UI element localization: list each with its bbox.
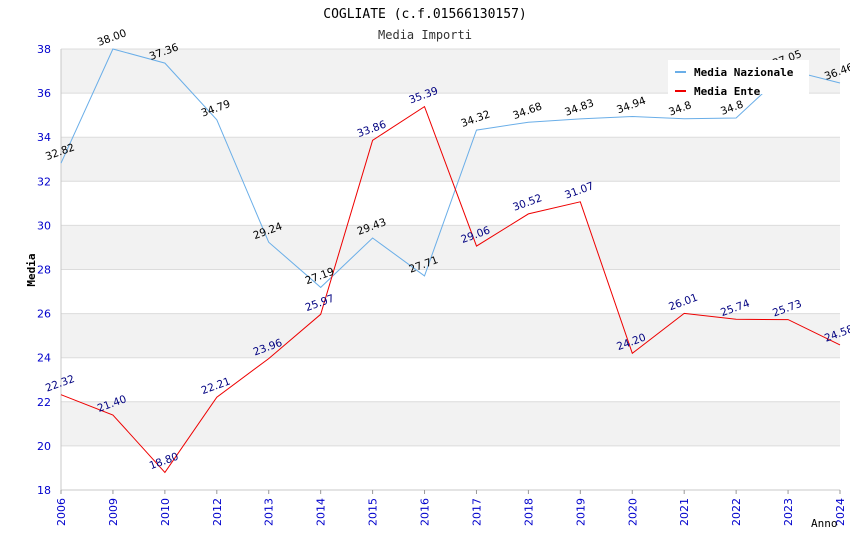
y-tick-label: 26 [37,308,51,321]
y-tick-label: 38 [37,43,51,56]
data-label: 34.79 [200,98,232,120]
x-tick-label: 2021 [678,498,691,526]
y-tick-label: 28 [37,264,51,277]
series-lines [60,48,841,474]
y-tick-label: 18 [37,484,51,497]
x-tick-label: 2006 [55,498,68,526]
y-tick-label: 30 [37,219,51,232]
data-label: 31.07 [563,180,595,202]
data-label: 38.00 [96,27,128,49]
gridlines [61,48,840,491]
x-tick-label: 2009 [107,498,120,526]
plot-band [61,137,840,182]
data-label: 30.52 [511,192,543,214]
data-label: 34.68 [511,100,543,122]
data-label: 18.80 [148,451,180,473]
x-tick-label: 2023 [782,498,795,526]
data-label: 34.32 [459,108,491,130]
plot-band [61,401,840,446]
plot-bands [61,49,840,446]
series-line-media-ente [60,105,841,474]
y-tick-label: 20 [37,440,51,453]
x-tick-label: 2012 [211,498,224,526]
y-tick-label: 34 [37,131,51,144]
data-label: 34.8 [667,99,693,118]
y-axis-label: Media [25,253,38,286]
data-label: 34.94 [615,95,648,117]
chart-title: COGLIATE (c.f.01566130157) [323,7,527,22]
data-label: 22.32 [44,373,76,395]
y-axis-ticks: 18 20 22 24 26 28 30 32 34 36 38 [37,43,51,497]
data-label: 25.97 [304,293,336,315]
x-tick-label: 2017 [470,498,483,526]
legend-label: Media Nazionale [694,66,794,79]
y-tick-label: 36 [37,87,51,100]
x-axis-label: Anno [811,517,838,530]
x-tick-label: 2016 [419,498,432,526]
x-axis-ticks: 2006 2009 2010 2012 2013 2014 2015 2016 2017 2018… [55,490,847,526]
data-label: 22.21 [200,375,232,397]
y-tick-label: 32 [37,175,51,188]
data-label: 34.8 [719,99,745,118]
data-label: 34.83 [563,97,595,119]
x-tick-label: 2010 [159,498,172,526]
series-line-media-nazionale [60,48,841,289]
y-tick-label: 24 [37,352,51,365]
x-tick-label: 2018 [522,498,535,526]
axes [60,49,840,491]
plot-band [61,225,840,270]
x-tick-label: 2024 [834,498,847,526]
legend: Media Nazionale Media Ente [668,60,809,98]
y-tick-label: 22 [37,396,51,409]
x-tick-label: 2015 [367,498,380,526]
plot-band [61,313,840,358]
x-tick-label: 2013 [263,498,276,526]
legend-label: Media Ente [694,85,761,98]
x-tick-label: 2014 [315,498,328,526]
chart-subtitle: Media Importi [378,28,472,42]
x-tick-label: 2022 [730,498,743,526]
x-tick-label: 2020 [626,498,639,526]
legend-box [668,60,809,94]
x-tick-label: 2019 [574,498,587,526]
data-label: 26.01 [667,292,699,314]
